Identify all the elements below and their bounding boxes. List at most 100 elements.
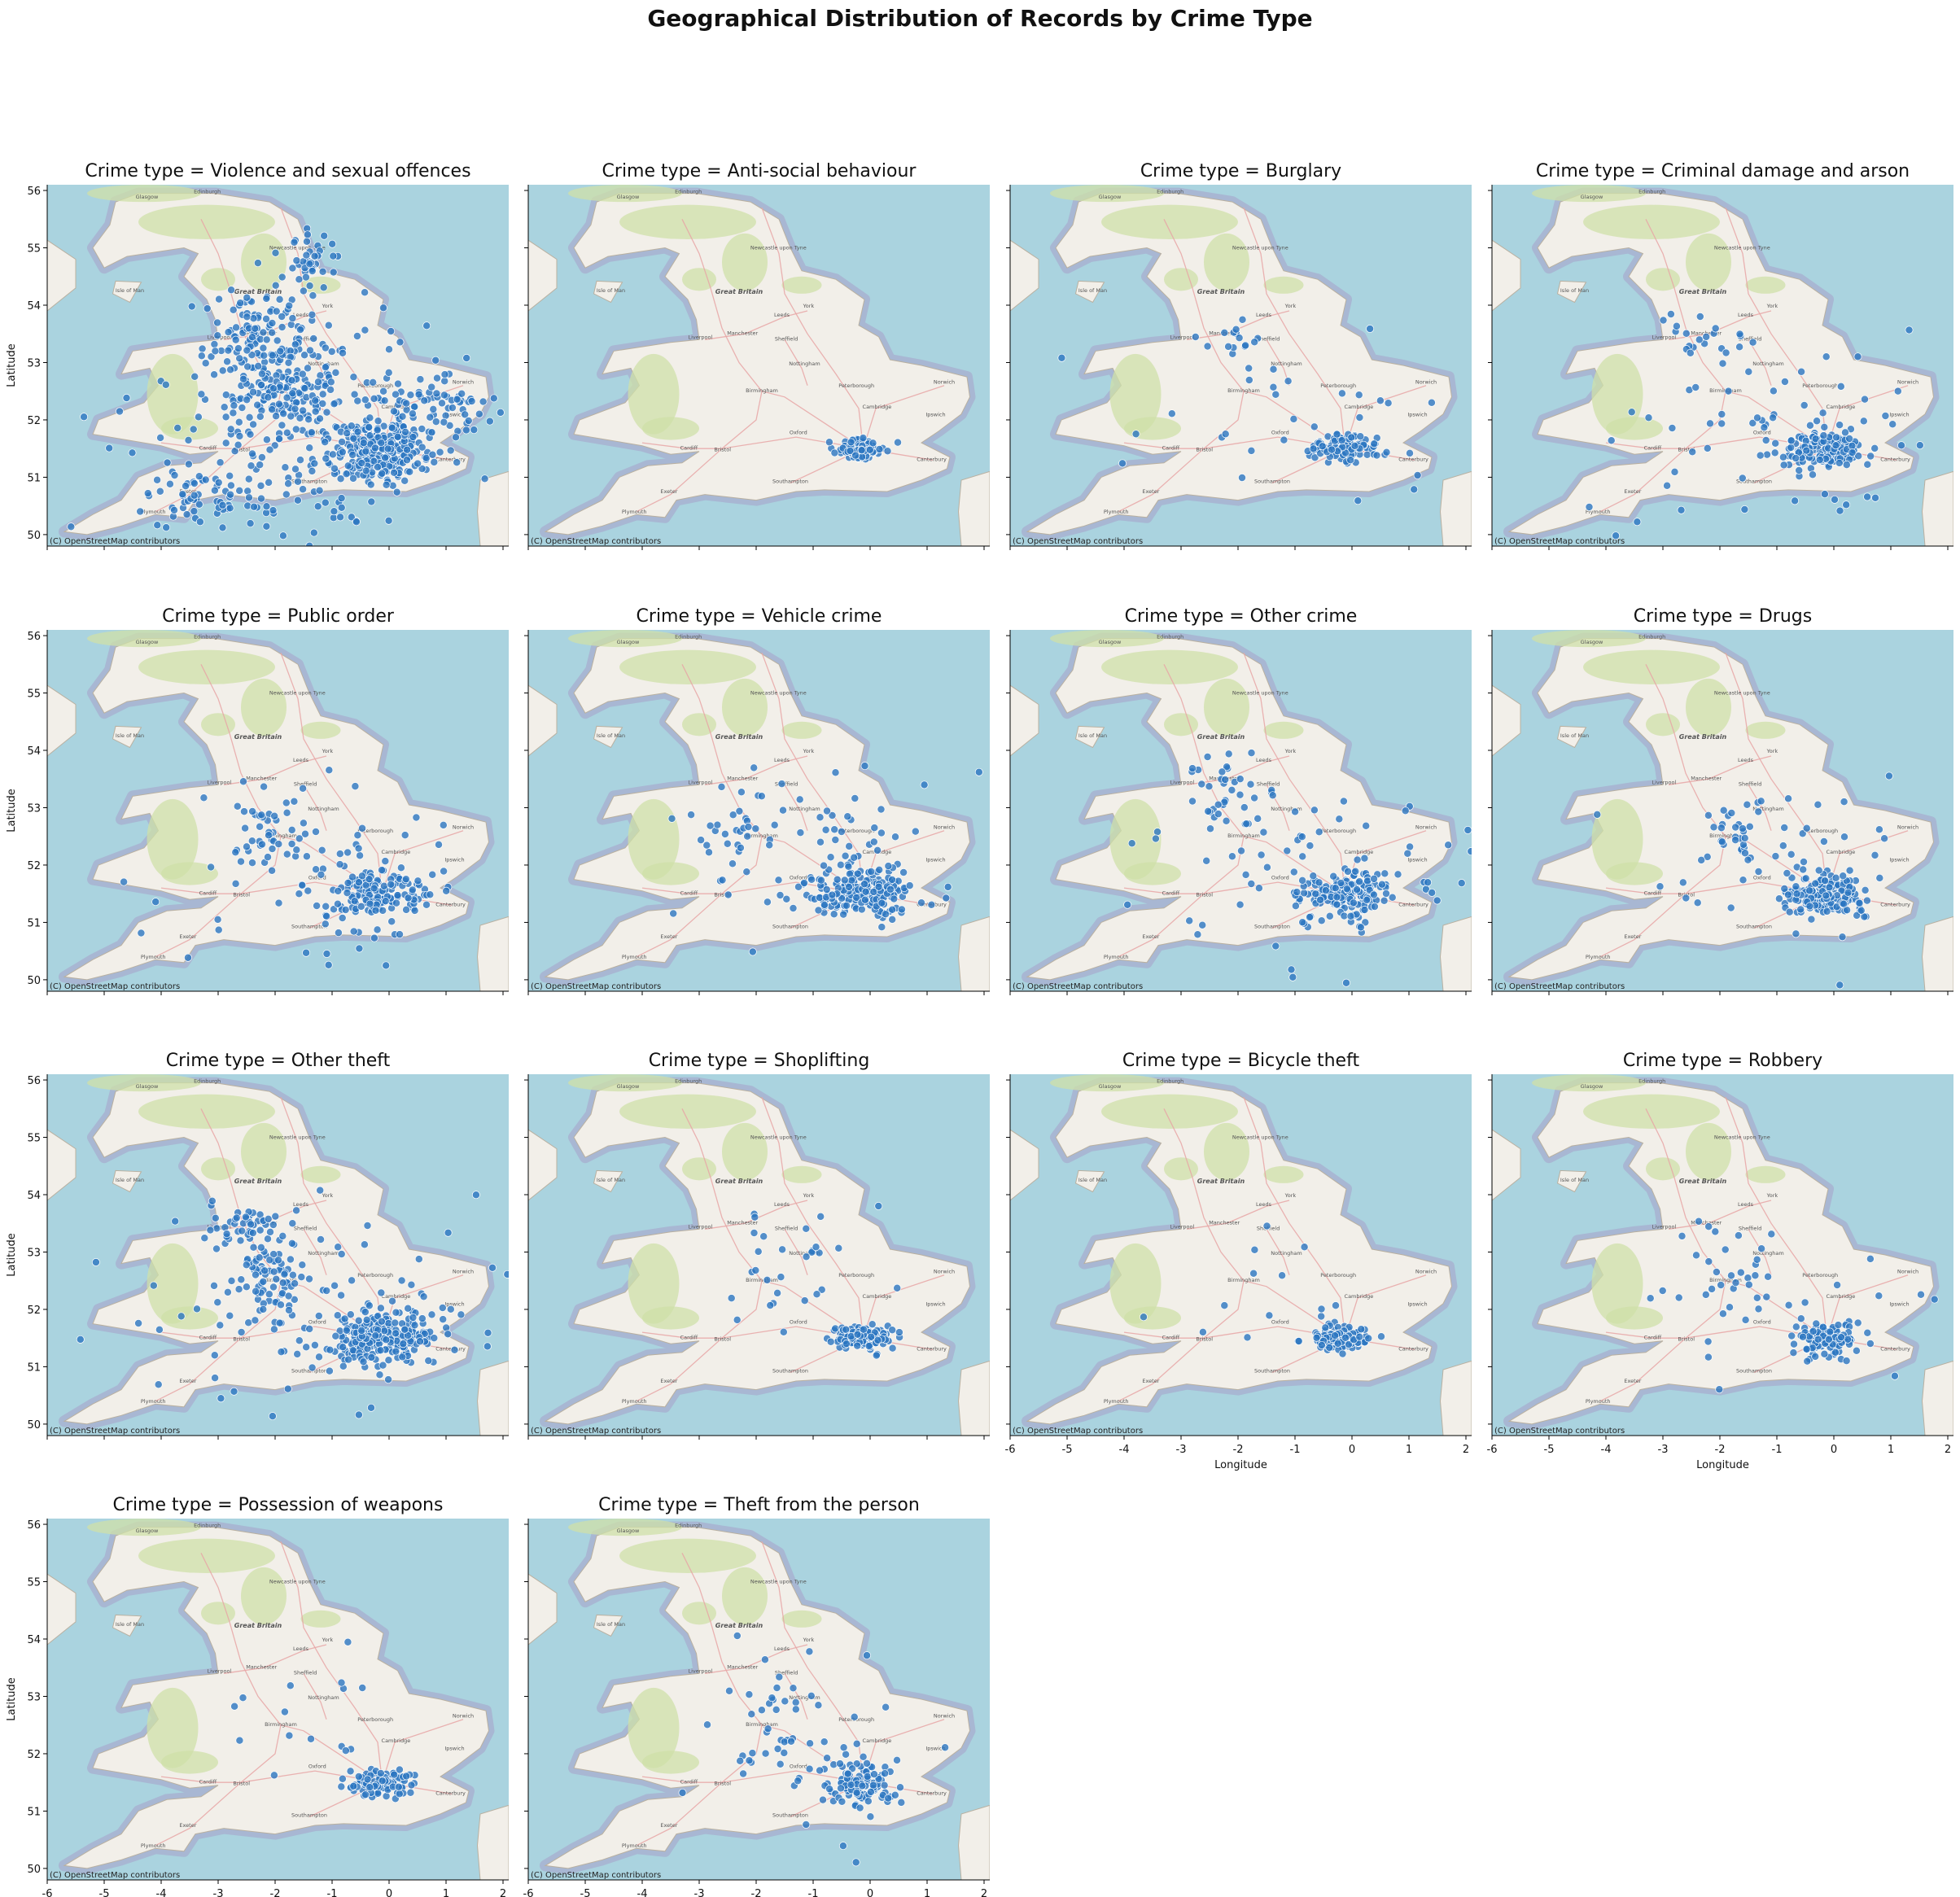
x-tick-label: 2	[1945, 1444, 1951, 1456]
data-point	[1893, 387, 1902, 396]
data-point	[313, 502, 322, 511]
data-point	[1871, 493, 1879, 502]
place-label: York	[322, 1637, 334, 1643]
data-point	[327, 347, 336, 356]
upland-area	[722, 678, 768, 737]
data-point	[489, 394, 498, 403]
data-point	[347, 513, 356, 522]
data-point	[153, 521, 162, 530]
road	[1668, 1200, 1772, 1230]
data-point	[256, 1226, 265, 1235]
place-label: Liverpool	[688, 334, 712, 341]
data-point	[239, 777, 247, 786]
data-point	[1271, 942, 1280, 951]
place-label: Birmingham	[746, 1277, 778, 1283]
place-label: Plymouth	[622, 509, 647, 515]
data-point	[888, 915, 897, 924]
data-point	[343, 1637, 352, 1646]
data-point	[1712, 1268, 1721, 1276]
data-point	[861, 887, 870, 896]
place-label: Norwich	[1897, 824, 1918, 831]
upland-area	[161, 1306, 218, 1330]
data-point	[860, 895, 869, 904]
data-point	[842, 1750, 851, 1759]
data-point	[779, 1327, 788, 1336]
upland-area	[1606, 1306, 1663, 1330]
upland-area	[1745, 276, 1786, 294]
place-label: Sheffield	[1739, 781, 1761, 788]
road	[636, 1781, 723, 1847]
place-label: Peterborough	[357, 828, 393, 834]
place-label: Bristol	[714, 1781, 731, 1787]
data-point	[224, 328, 233, 337]
data-point	[242, 1261, 251, 1270]
data-point	[349, 435, 358, 443]
data-point	[406, 391, 415, 400]
place-label: Oxford	[790, 1319, 807, 1326]
data-point	[1708, 1284, 1717, 1293]
upland-area	[1532, 630, 1646, 648]
data-point	[272, 307, 281, 316]
data-point	[1309, 872, 1318, 881]
upland-area	[1532, 1074, 1646, 1092]
data-point	[235, 354, 244, 363]
data-point	[276, 347, 285, 356]
data-point	[315, 1353, 323, 1362]
upland-area	[1583, 1094, 1720, 1129]
data-point	[393, 432, 402, 441]
place-label: Newcastle upon Tyne	[1714, 245, 1770, 251]
place-label: Great Britain	[715, 733, 763, 741]
data-point	[416, 375, 425, 384]
upland-area	[1101, 649, 1238, 684]
attribution: (C) OpenStreetMap contributors	[50, 982, 180, 991]
data-point	[774, 876, 783, 885]
data-point	[1718, 1309, 1727, 1318]
data-point	[1917, 1290, 1925, 1299]
data-point	[334, 1243, 343, 1252]
data-point	[272, 1274, 281, 1283]
data-point	[1841, 428, 1849, 437]
data-point	[374, 462, 382, 471]
attribution: (C) OpenStreetMap contributors	[531, 1871, 661, 1880]
data-point	[1245, 376, 1253, 384]
place-label: Newcastle upon Tyne	[1714, 1134, 1770, 1141]
data-point	[355, 944, 364, 953]
data-point	[207, 863, 216, 872]
data-point	[359, 439, 368, 448]
data-point	[1356, 923, 1365, 932]
data-point	[337, 1782, 346, 1791]
y-tick-label: 55	[27, 1577, 41, 1589]
data-point	[349, 474, 357, 483]
road	[1203, 836, 1245, 894]
data-point	[1214, 800, 1223, 809]
data-point	[1763, 450, 1771, 459]
data-point	[1866, 1254, 1875, 1263]
road	[1163, 1108, 1345, 1339]
land-france	[1439, 916, 1472, 991]
data-point	[1769, 387, 1778, 396]
data-point	[1835, 981, 1844, 990]
data-point	[1727, 1271, 1735, 1280]
land-france	[1439, 470, 1472, 546]
data-point	[240, 807, 248, 816]
place-label: Nottingham	[789, 806, 820, 812]
x-tick-label: -4	[637, 1888, 648, 1897]
place-label: Sheffield	[294, 336, 317, 343]
data-point	[828, 811, 837, 820]
data-point	[305, 444, 314, 452]
data-point	[419, 1292, 428, 1301]
land-isle-of-man	[593, 1169, 623, 1193]
data-point	[1820, 1349, 1829, 1358]
data-point	[853, 1341, 862, 1350]
x-tick-label: -3	[694, 1888, 705, 1897]
data-point	[1342, 885, 1351, 894]
scatter-points	[678, 1632, 950, 1867]
land-ireland	[47, 1573, 77, 1646]
data-point	[374, 1789, 383, 1798]
data-point	[390, 407, 398, 416]
data-point	[820, 900, 829, 909]
place-label: Edinburgh	[1638, 634, 1665, 640]
data-point	[1715, 1385, 1724, 1394]
data-point	[842, 901, 851, 910]
place-label: Southampton	[1736, 478, 1772, 484]
